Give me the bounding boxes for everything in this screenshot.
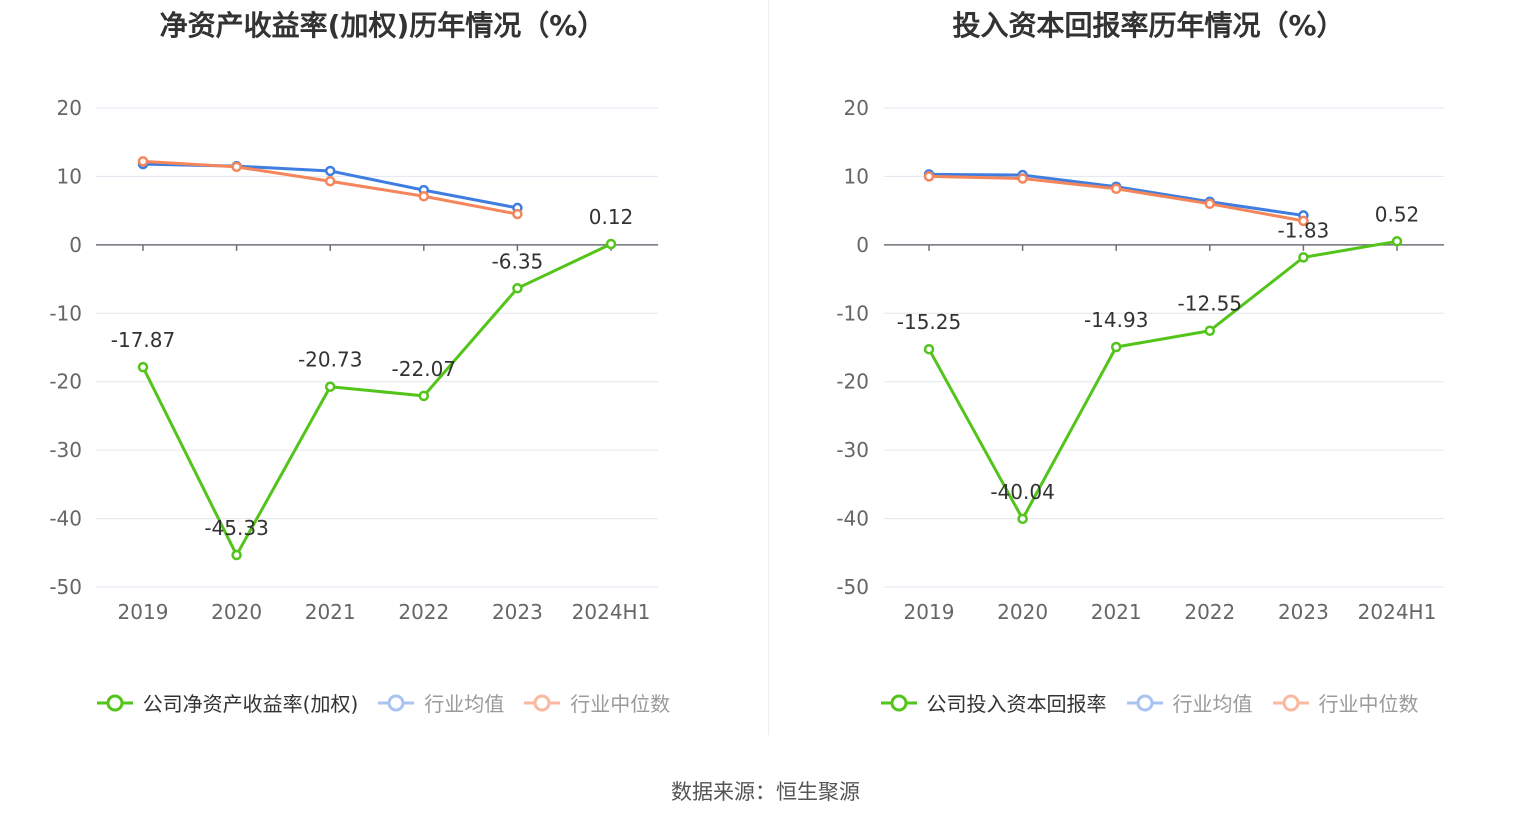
legend-marker-icon — [524, 694, 561, 711]
data-label: -40.04 — [990, 480, 1054, 504]
data-label: -17.87 — [111, 328, 175, 352]
legend-label: 公司净资产收益率(加权) — [142, 692, 359, 716]
y-tick-label: 10 — [57, 164, 82, 188]
y-tick-label: -50 — [49, 575, 82, 599]
data-point — [418, 390, 430, 402]
x-tick-label: 2024H1 — [1358, 600, 1437, 624]
roe-line-chart: 20 10 0 -10 -20 -30 -40 -50 2019 2020 2021 2022 2023… — [49, 96, 658, 624]
data-label: -15.25 — [897, 310, 961, 334]
data-source: 数据来源：恒生聚源 — [671, 780, 860, 804]
legend-label: 行业中位数 — [1318, 692, 1419, 716]
data-point — [1204, 198, 1216, 210]
x-tick-label: 2021 — [1091, 600, 1142, 624]
data-point — [418, 191, 430, 202]
series-line — [927, 239, 1398, 521]
chart-title: 净资产收益率(加权)历年情况（%） — [159, 9, 606, 42]
chart-legend: 公司投入资本回报率 行业均值 行业中位数 — [766, 688, 1531, 717]
legend-item-industry-mean[interactable]: 行业均值 — [376, 688, 504, 717]
roic-chart-panel: 投入资本回报率历年情况（%） 20 10 0 -10 -20 -30 -40 -50 2019 2… — [766, 0, 1531, 740]
legend-marker-icon — [1126, 694, 1163, 711]
legend-item-company[interactable]: 公司净资产收益率(加权) — [95, 688, 359, 717]
data-point — [324, 381, 336, 392]
data-point — [324, 175, 336, 187]
data-point — [324, 165, 336, 177]
data-point — [923, 171, 935, 182]
data-point — [1017, 173, 1028, 184]
data-point — [231, 161, 242, 173]
x-tick-label: 2023 — [1278, 600, 1329, 624]
legend-item-company[interactable]: 公司投入资本回报率 — [879, 688, 1107, 717]
y-tick-label: -30 — [836, 438, 869, 462]
x-tick-label: 2020 — [211, 600, 262, 624]
y-tick-label: -40 — [836, 507, 869, 531]
legend-label: 行业中位数 — [570, 692, 671, 716]
x-tick-label: 2019 — [118, 600, 169, 624]
series-line — [141, 242, 612, 557]
y-tick-label: 20 — [57, 96, 82, 120]
data-label: -12.55 — [1178, 292, 1242, 316]
legend-item-industry-median[interactable]: 行业中位数 — [1271, 688, 1419, 717]
y-tick-label: -30 — [49, 438, 82, 462]
data-label: -14.93 — [1084, 308, 1148, 332]
x-tick-label: 2019 — [904, 600, 955, 624]
data-point — [1017, 513, 1028, 525]
data-label: -1.83 — [1278, 218, 1330, 242]
data-point — [137, 361, 149, 373]
y-tick-label: -10 — [49, 301, 82, 325]
legend-marker-icon — [880, 694, 917, 711]
x-tick-label: 2021 — [305, 600, 356, 624]
data-label: -6.35 — [492, 249, 544, 273]
y-tick-label: -10 — [836, 301, 869, 325]
legend-marker-icon — [1272, 694, 1309, 711]
data-point — [512, 208, 523, 220]
legend-marker-icon — [96, 694, 133, 711]
x-tick-label: 2022 — [398, 600, 449, 624]
roe-chart-panel: 净资产收益率(加权)历年情况（%） 20 10 0 -10 -20 -30 -40 -50 20… — [0, 0, 765, 740]
legend-label: 行业均值 — [1172, 692, 1253, 716]
y-tick-label: -50 — [836, 575, 869, 599]
data-point — [137, 156, 149, 167]
y-tick-label: -20 — [836, 370, 869, 394]
y-tick-label: 20 — [844, 96, 869, 120]
data-label: 0.52 — [1375, 202, 1420, 226]
legend-marker-icon — [378, 694, 415, 711]
y-tick-label: 10 — [844, 164, 869, 188]
data-label: -45.33 — [204, 516, 268, 540]
x-tick-label: 2023 — [492, 600, 543, 624]
y-tick-label: -40 — [49, 507, 82, 531]
roic-line-chart: 20 10 0 -10 -20 -30 -40 -50 2019 2020 2021 2022 2023… — [836, 96, 1444, 624]
data-point — [512, 283, 523, 294]
chart-legend: 公司净资产收益率(加权) 行业均值 行业中位数 — [0, 688, 765, 717]
data-point — [1298, 252, 1309, 263]
x-tick-label: 2020 — [997, 600, 1048, 624]
y-tick-label: 0 — [856, 233, 869, 257]
legend-label: 行业均值 — [424, 692, 505, 716]
x-tick-label: 2022 — [1184, 600, 1235, 624]
y-tick-label: -20 — [49, 370, 82, 394]
data-label: -22.07 — [392, 357, 456, 381]
x-tick-label: 2024H1 — [572, 600, 651, 624]
legend-item-industry-mean[interactable]: 行业均值 — [1125, 688, 1253, 717]
data-point — [231, 549, 242, 561]
data-label: 0.12 — [589, 205, 634, 229]
data-point — [1391, 236, 1403, 247]
data-point — [1110, 183, 1122, 194]
data-point — [1298, 215, 1309, 227]
y-tick-label: 0 — [69, 233, 82, 257]
data-point — [1110, 341, 1122, 353]
legend-label: 公司投入资本回报率 — [926, 692, 1107, 716]
chart-title: 投入资本回报率历年情况（%） — [952, 9, 1345, 42]
data-point — [923, 343, 935, 355]
panel-divider — [768, 0, 769, 735]
data-point — [605, 238, 617, 250]
data-label: -20.73 — [298, 348, 362, 372]
legend-item-industry-median[interactable]: 行业中位数 — [522, 688, 670, 717]
data-point — [1204, 325, 1216, 336]
